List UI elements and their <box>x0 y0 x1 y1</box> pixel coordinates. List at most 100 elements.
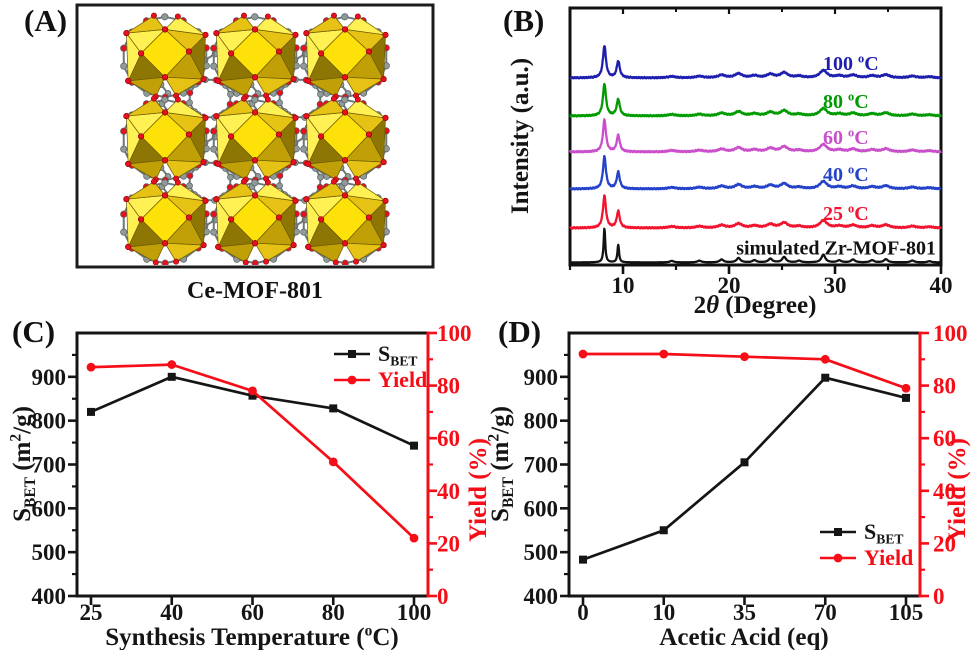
cluster-ring-bond <box>122 197 133 215</box>
cluster-ring-bond <box>302 65 313 83</box>
carbon-atom <box>158 183 166 190</box>
carbon-atom <box>233 89 241 97</box>
carbon-atom <box>374 28 382 36</box>
cluster-ring-bond <box>197 148 208 166</box>
carbon-atom <box>191 108 198 115</box>
cluster-ring-bond <box>362 185 379 199</box>
metal-polyhedron <box>217 159 256 181</box>
oxygen-atom <box>284 244 292 252</box>
y-left-tick-label: 600 <box>32 496 67 521</box>
oxygen-atom <box>341 259 349 265</box>
cluster-ring-bond <box>221 20 238 33</box>
carbon-atom <box>186 99 193 107</box>
cluster-ring-bond <box>182 102 199 116</box>
linker-bond <box>279 166 287 177</box>
oxygen-atom <box>202 31 209 38</box>
metal-polyhedron <box>320 111 370 161</box>
oxygen-atom <box>318 216 325 223</box>
carbon-atom <box>120 228 128 236</box>
oxygen-atom <box>251 259 259 265</box>
oxygen-atom <box>308 161 316 169</box>
oxygen-atom <box>185 131 192 138</box>
carbon-atom <box>345 109 353 116</box>
oxygen-atom <box>202 127 210 135</box>
oxygen-atom <box>264 13 271 20</box>
carbon-atom <box>291 139 299 147</box>
linker-bond <box>161 185 170 197</box>
carbon-atom <box>282 80 290 88</box>
cluster-ring-bond <box>182 81 199 94</box>
carbon-atom <box>161 179 169 187</box>
oxygen-atom <box>252 109 259 116</box>
metal-polyhedron <box>254 76 295 97</box>
carbon-atom <box>276 99 283 107</box>
carbon-atom <box>247 164 255 171</box>
data-marker-circle <box>833 553 843 563</box>
carbon-atom <box>317 173 324 181</box>
carbon-atom <box>251 179 259 187</box>
carbon-atom <box>211 216 219 224</box>
oxygen-atom <box>341 74 348 81</box>
oxygen-atom <box>210 127 218 135</box>
x-tick-label: 30 <box>824 273 847 298</box>
carbon-atom <box>218 194 226 202</box>
oxygen-atom <box>120 44 128 52</box>
carbon-atom <box>323 89 331 97</box>
cluster-ring-bond <box>362 19 379 33</box>
oxygen-atom <box>162 192 169 199</box>
linker-bond <box>304 53 315 62</box>
oxygen-atom <box>341 109 348 116</box>
linker-bond <box>294 219 306 227</box>
linker-bond <box>305 162 316 170</box>
oxygen-atom <box>341 109 348 116</box>
cluster-ring-bond <box>344 15 364 22</box>
carbon-atom <box>255 192 263 199</box>
cluster-ring-bond <box>164 98 184 105</box>
data-marker-circle <box>167 360 177 369</box>
oxygen-atom <box>228 216 235 223</box>
oxygen-atom <box>290 196 298 204</box>
data-marker-circle <box>248 386 257 396</box>
oxygen-atom <box>269 183 277 191</box>
data-marker-circle <box>659 349 669 359</box>
oxygen-atom <box>162 109 169 116</box>
linker-bond <box>224 84 232 95</box>
metal-polyhedron <box>125 194 166 220</box>
cluster-ring-bond <box>287 197 298 215</box>
carbon-atom <box>359 255 368 263</box>
metal-polyhedron <box>305 194 346 220</box>
carbon-atom <box>128 28 136 36</box>
oxygen-atom <box>246 158 253 165</box>
oxygen-atom <box>215 160 222 167</box>
y-axis-title-left: SBET (m2/g) <box>8 406 40 522</box>
oxygen-atom <box>200 242 207 249</box>
carbon-atom <box>254 90 262 97</box>
oxygen-atom <box>300 210 308 218</box>
cluster-ring-bond <box>272 185 289 199</box>
carbon-atom <box>312 82 319 89</box>
carbon-atom <box>211 133 219 141</box>
oxygen-atom <box>252 240 259 247</box>
x-tick-label: 60 <box>241 600 264 625</box>
cluster-ring-bond <box>221 247 238 261</box>
metal-polyhedron <box>126 31 142 82</box>
oxygen-atom <box>152 176 159 183</box>
cluster-ring-bond <box>344 258 364 265</box>
cluster-ring-bond <box>146 92 166 99</box>
cluster-ring-bond <box>197 197 208 215</box>
y-right-tick-label: 80 <box>437 374 460 399</box>
oxygen-atom <box>227 59 234 66</box>
carbon-atom <box>282 163 290 171</box>
linker-bond <box>189 83 197 94</box>
oxygen-atom <box>318 216 325 223</box>
oxygen-atom <box>257 115 264 122</box>
oxygen-atom <box>275 48 282 55</box>
cluster-ring-bond <box>182 247 199 260</box>
y-left-tick-label: 800 <box>524 409 559 434</box>
metal-polyhedron <box>307 52 346 82</box>
y-left-tick-label: 700 <box>32 453 67 478</box>
oxygen-atom <box>303 196 310 203</box>
oxygen-atom <box>380 76 387 83</box>
series-line <box>582 376 907 561</box>
oxygen-atom <box>302 76 310 84</box>
